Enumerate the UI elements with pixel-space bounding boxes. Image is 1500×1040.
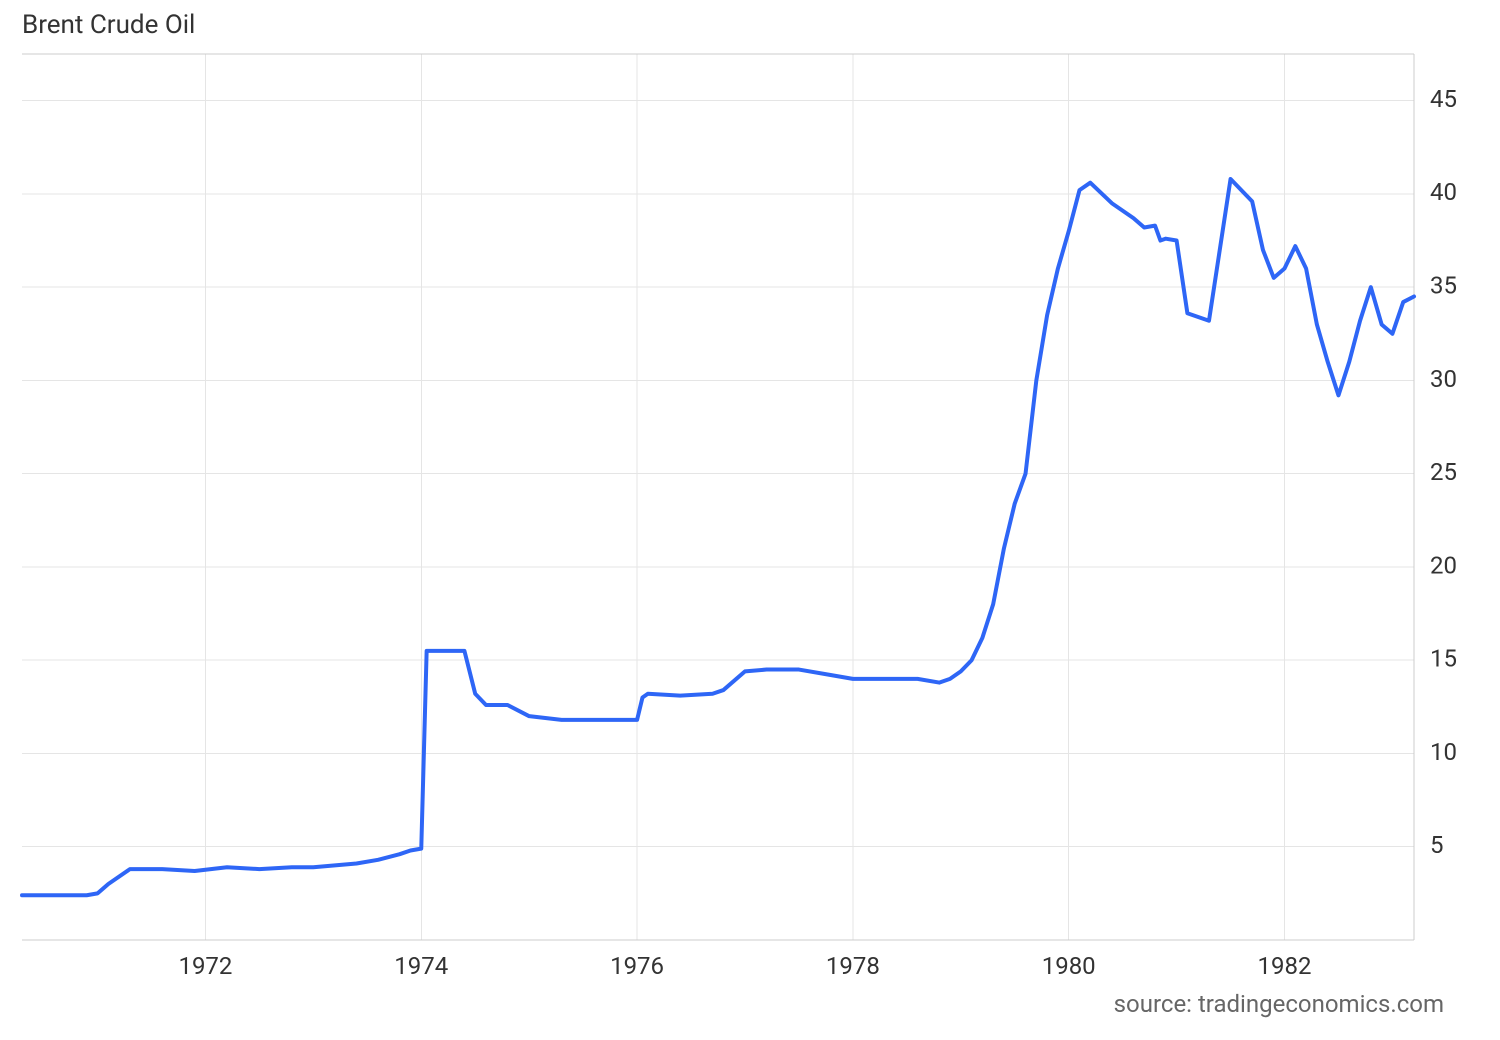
x-tick-label: 1972 <box>178 952 232 980</box>
x-tick-label: 1978 <box>826 952 880 980</box>
x-tick-label: 1976 <box>610 952 664 980</box>
y-axis: 5 10 15 20 25 30 35 40 45 <box>1430 85 1457 859</box>
y-tick-label: 5 <box>1430 831 1444 859</box>
plot-frame <box>22 54 1414 940</box>
y-tick-label: 35 <box>1430 272 1457 300</box>
chart-container: Brent Crude Oil 510152025303540451972197… <box>0 0 1500 1040</box>
y-tick-label: 25 <box>1430 458 1457 486</box>
y-tick-label: 45 <box>1430 85 1457 113</box>
series-line-brent <box>22 179 1414 895</box>
y-tick-label: 15 <box>1430 645 1457 673</box>
line-chart: 5 10 15 20 25 30 35 40 45 1972 1974 1976 1978 1980 198… <box>0 0 1500 1040</box>
y-tick-label: 30 <box>1430 365 1457 393</box>
y-tick-label: 20 <box>1430 551 1457 579</box>
x-tick-label: 1974 <box>394 952 448 980</box>
y-tick-label: 10 <box>1430 738 1457 766</box>
chart-title: Brent Crude Oil <box>22 10 195 40</box>
grid <box>22 54 1414 940</box>
x-axis: 1972 1974 1976 1978 1980 1982 <box>178 952 1311 980</box>
y-tick-label: 40 <box>1430 178 1457 206</box>
x-tick-label: 1982 <box>1258 952 1312 980</box>
x-tick-label: 1980 <box>1042 952 1096 980</box>
chart-source-label: source: tradingeconomics.com <box>1114 990 1444 1018</box>
